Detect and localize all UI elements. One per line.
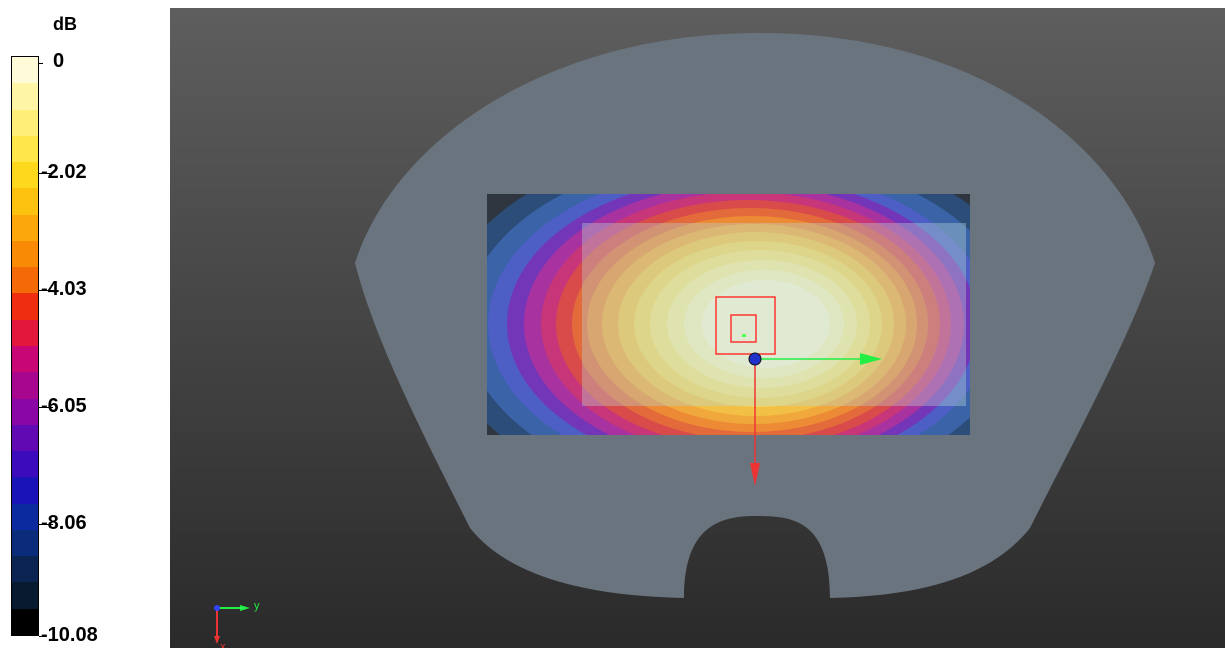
colorbar-segment [12,293,38,321]
legend-unit-label: dB [53,14,77,34]
legend-tick-mark [39,407,53,408]
colorbar-segment [12,57,38,84]
colorbar-segment [12,372,38,400]
legend-tick-mark [39,173,53,174]
colorbar-segment [12,451,38,478]
triad-y-arrow [240,605,250,611]
colorbar-segment [12,556,38,584]
peak-marker-outer [715,296,776,355]
legend-tick-label: 0 [53,50,65,72]
legend-tick-mark [39,636,43,637]
colorbar [11,56,39,636]
colorbar-segment [12,83,38,111]
colorbar-segment [12,214,38,242]
legend-tick-mark [39,63,43,64]
legend-tick-label: -4.03 [41,278,87,300]
colorbar-segment [12,162,38,189]
colorbar-segment [12,109,38,137]
peak-point [742,334,746,337]
probe-origin [748,352,762,366]
peak-marker-inner [730,314,757,343]
triad-x-label: x [220,641,226,648]
triad-z-dot [214,605,220,611]
3d-viewport[interactable]: y x [170,8,1225,648]
colorbar-segment [12,477,38,505]
scene-svg: y x [214,33,1155,648]
colorbar-segment [12,346,38,373]
triad-x-arrow [214,636,220,644]
x-axis-arrow [750,463,760,486]
legend-tick-mark [39,524,53,525]
colorbar-segment [12,240,38,268]
legend-tick-label: -2.02 [41,161,87,183]
colorbar-segment [12,582,38,610]
colorbar-segment [12,188,38,216]
color-legend: dB 0 -2.02 -4.03 -6.05 -8.06 -10.08 [0,0,170,648]
triad-y-label: y [254,600,260,612]
colorbar-segment [12,424,38,452]
heatmap [487,194,970,435]
legend-tick-label: -10.08 [41,624,98,646]
colorbar-segment [12,398,38,426]
legend-tick-label: -8.06 [41,512,87,534]
colorbar-segment [12,608,38,636]
colorbar-segment [12,529,38,557]
colorbar-segment [12,503,38,531]
legend-tick-label: -6.05 [41,395,87,417]
zoom-scan-overlay [582,223,966,406]
legend-tick-mark [39,290,53,291]
y-axis-arrow [860,353,882,365]
colorbar-segment [12,267,38,295]
colorbar-segment [12,135,38,163]
colorbar-segment [12,319,38,347]
